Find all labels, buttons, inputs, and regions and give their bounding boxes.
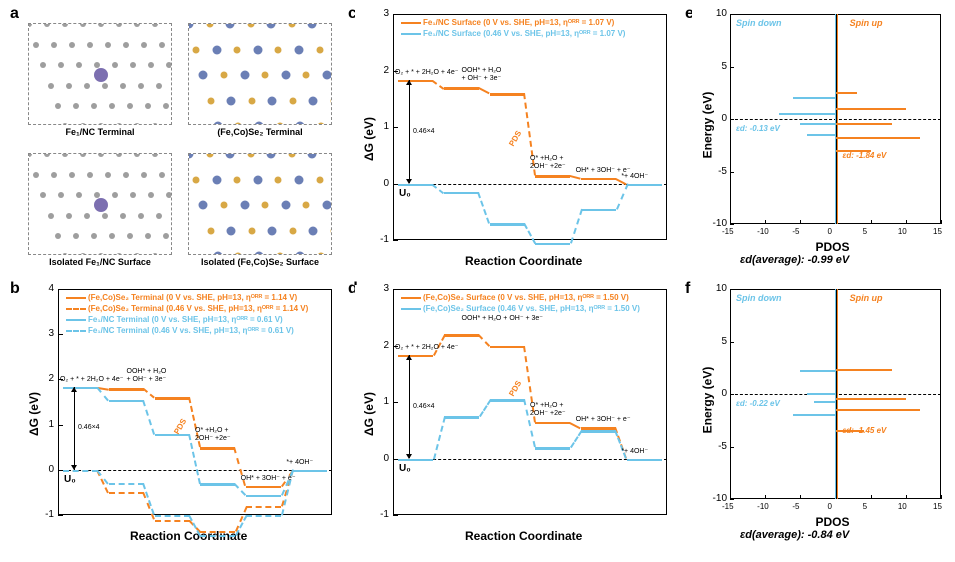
struct-img-1 — [28, 23, 172, 125]
struct-cell-4: Isolated (Fe,Co)Se₂ Surface — [180, 140, 340, 270]
panel-label-b: b — [10, 280, 20, 298]
struct-cell-3: Isolated Fe₁/NC Surface — [20, 140, 180, 270]
struct-panel: Fe₁/NC Terminal (Fe,Co)Se₂ Terminal Isol… — [20, 10, 340, 270]
struct-caption-4: Isolated (Fe,Co)Se₂ Surface — [201, 257, 319, 267]
struct-img-2 — [188, 23, 332, 125]
chart-d: -10123ΔG (eV)Reaction Coordinate(Fe,Co)S… — [355, 285, 675, 545]
struct-caption-3: Isolated Fe₁/NC Surface — [49, 257, 151, 267]
panel-label-a: a — [10, 5, 19, 23]
panel-label-f: f — [685, 280, 690, 298]
struct-caption-2: (Fe,Co)Se₂ Terminal — [217, 127, 302, 137]
struct-img-3 — [28, 153, 172, 255]
chart-c: -10123ΔG (eV)Reaction CoordinateFe₁/NC S… — [355, 10, 675, 270]
chart-f: -10-50510-15-10-5051015Energy (eV)PDOSSp… — [692, 285, 947, 545]
struct-img-4 — [188, 153, 332, 255]
struct-cell-2: (Fe,Co)Se₂ Terminal — [180, 10, 340, 140]
chart-b: -101234ΔG (eV)Reaction Coordinate(Fe,Co)… — [20, 285, 340, 545]
struct-cell-1: Fe₁/NC Terminal — [20, 10, 180, 140]
struct-caption-1: Fe₁/NC Terminal — [65, 127, 134, 137]
chart-e: -10-50510-15-10-5051015Energy (eV)PDOSSp… — [692, 10, 947, 270]
